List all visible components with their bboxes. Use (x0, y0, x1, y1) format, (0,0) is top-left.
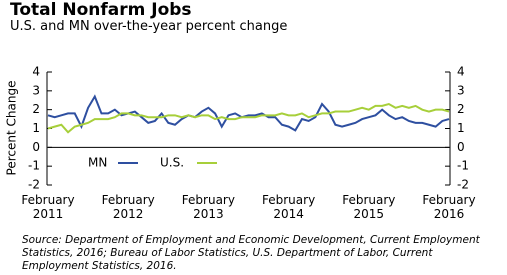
y-tick-label-right: 3 (457, 83, 465, 97)
y-tick-label-right: 4 (457, 65, 465, 79)
chart-subtitle: U.S. and MN over-the-year percent change (10, 19, 288, 34)
y-tick-label-right: -1 (457, 159, 469, 173)
series-line (47, 102, 450, 134)
x-tick-label: February 2014 (262, 193, 316, 221)
y-tick-label: 3 (32, 83, 40, 97)
y-tick-label: 2 (32, 102, 40, 116)
legend-label: U.S. (160, 156, 184, 170)
y-tick-label-right: 2 (457, 102, 465, 116)
y-tick-label: 4 (32, 65, 40, 79)
x-tick-label: February 2012 (101, 193, 155, 221)
y-tick-label: -2 (28, 178, 40, 192)
y-tick-label-right: -2 (457, 178, 469, 192)
y-tick-label-right: 0 (457, 140, 465, 154)
chart-title: Total Nonfarm Jobs (10, 0, 192, 20)
y-tick-label-right: 1 (457, 121, 465, 135)
x-tick-label: February 2013 (181, 193, 235, 221)
source-note: Source: Department of Employment and Eco… (22, 234, 480, 272)
x-tick-label: February 2015 (342, 193, 396, 221)
y-tick-label: -1 (28, 159, 40, 173)
y-axis-label: Percent Change (5, 81, 19, 176)
y-tick-label: 0 (32, 140, 40, 154)
series-line (47, 94, 450, 132)
x-tick-label: February 2011 (21, 193, 75, 221)
legend-label: MN (88, 156, 107, 170)
x-tick-label: February 2016 (422, 193, 476, 221)
y-tick-label: 1 (32, 121, 40, 135)
